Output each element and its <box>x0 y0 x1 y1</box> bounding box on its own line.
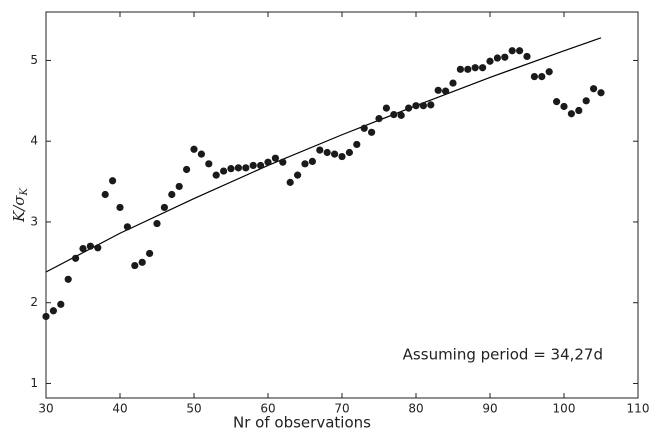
data-point <box>405 104 413 112</box>
data-point <box>234 164 242 172</box>
data-point <box>368 128 376 136</box>
x-tick-label: 70 <box>334 402 349 416</box>
data-point <box>197 150 205 158</box>
data-point <box>530 73 539 81</box>
x-axis-label: Nr of observations <box>233 414 371 432</box>
x-tick-label: 40 <box>112 402 127 416</box>
data-point <box>190 145 198 153</box>
y-tick-label: 5 <box>30 53 38 67</box>
data-point <box>582 97 590 105</box>
x-tick-label: 50 <box>186 402 201 416</box>
y-label-main: K/σ <box>10 195 28 223</box>
data-point <box>249 161 257 170</box>
data-point <box>538 73 546 81</box>
data-point <box>397 111 405 119</box>
data-point <box>508 47 516 55</box>
data-point <box>183 165 191 174</box>
data-point <box>360 124 368 132</box>
data-point <box>331 150 339 158</box>
data-point <box>86 242 94 250</box>
data-point <box>116 203 124 212</box>
data-point <box>227 165 235 173</box>
data-point <box>294 171 302 179</box>
data-point <box>153 219 161 228</box>
data-point <box>42 312 50 321</box>
x-tick-label: 90 <box>482 402 497 416</box>
data-point <box>323 148 331 157</box>
x-tick-label: 80 <box>408 402 423 416</box>
data-point <box>523 52 531 61</box>
data-point <box>316 146 324 154</box>
y-tick-label: 1 <box>30 376 38 390</box>
data-point <box>338 152 346 161</box>
data-point <box>308 157 316 165</box>
data-point <box>138 258 146 266</box>
data-point <box>101 190 109 199</box>
data-point <box>516 47 524 55</box>
data-point <box>493 54 501 62</box>
y-tick-label: 3 <box>30 214 38 228</box>
data-point <box>64 275 72 283</box>
data-point <box>553 98 561 106</box>
data-point <box>353 140 361 149</box>
data-point <box>175 182 183 191</box>
data-point <box>264 158 272 166</box>
data-point <box>109 177 117 185</box>
data-point <box>301 160 309 168</box>
data-point <box>375 114 383 123</box>
data-point <box>168 190 176 199</box>
data-point <box>345 148 353 157</box>
x-tick-label: 100 <box>553 402 576 416</box>
data-point <box>419 102 427 110</box>
data-point <box>123 223 131 231</box>
y-tick-label: 4 <box>30 134 38 148</box>
y-axis-label: K/σK <box>10 187 30 223</box>
data-point <box>590 85 598 93</box>
data-point <box>257 161 265 170</box>
data-point <box>501 53 509 61</box>
data-point <box>79 245 87 253</box>
y-label-sub: K <box>19 187 30 196</box>
data-point <box>242 164 250 172</box>
data-point <box>279 158 287 166</box>
data-point <box>456 65 464 73</box>
data-point <box>382 104 390 112</box>
data-point <box>479 64 487 72</box>
y-tick-label: 2 <box>30 295 38 309</box>
x-tick-label: 30 <box>38 402 53 416</box>
data-point <box>412 102 420 110</box>
data-point <box>434 86 442 94</box>
fit-line <box>45 37 602 273</box>
x-tick-label: 110 <box>627 402 650 416</box>
data-point <box>390 110 398 119</box>
data-point <box>72 254 80 262</box>
x-tick-label: 60 <box>260 402 275 416</box>
data-point <box>560 102 568 111</box>
data-point <box>597 89 605 97</box>
data-point <box>220 167 228 175</box>
data-point <box>575 106 583 115</box>
data-point <box>427 101 435 109</box>
data-point <box>545 68 553 76</box>
data-point <box>471 64 479 72</box>
data-point <box>271 154 279 162</box>
data-point <box>146 249 154 258</box>
data-point <box>131 261 139 270</box>
data-point <box>464 65 472 73</box>
data-point <box>205 160 213 168</box>
data-point <box>57 300 65 308</box>
data-point <box>49 307 58 315</box>
data-point <box>567 110 576 118</box>
data-point <box>486 57 494 65</box>
annotation: Assuming period = 34,27d <box>403 346 603 364</box>
data-point <box>442 87 450 95</box>
data-point <box>160 203 168 212</box>
data-point <box>94 244 102 252</box>
data-point <box>286 178 294 186</box>
data-point <box>449 79 457 87</box>
data-point <box>212 171 220 179</box>
